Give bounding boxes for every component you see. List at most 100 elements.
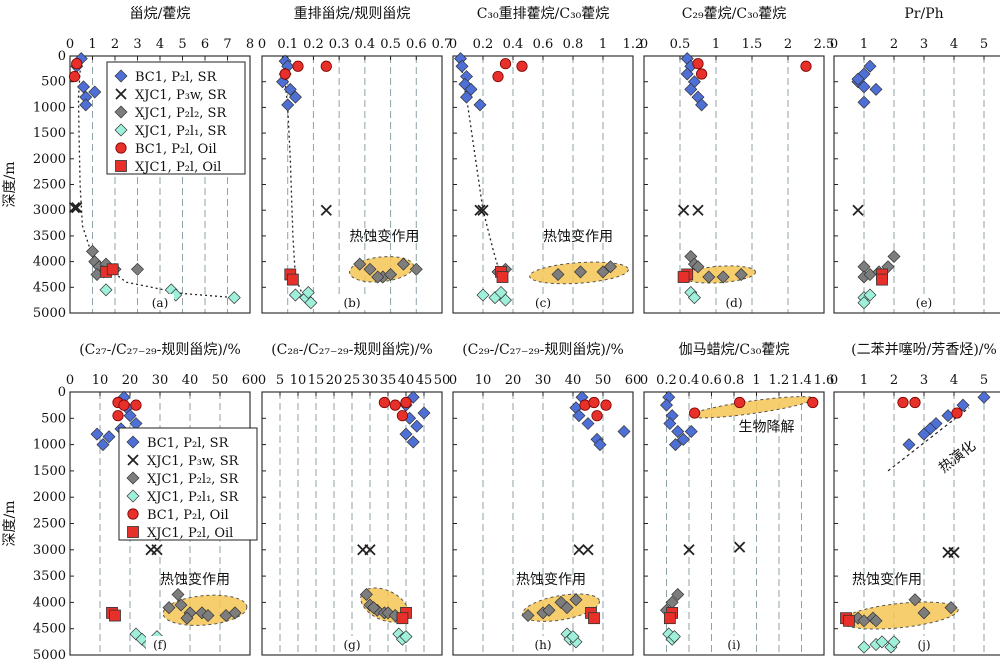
x-tick-label: 5 [178, 37, 186, 52]
point-bc1_sr [455, 59, 469, 73]
cross-stroke [692, 204, 704, 216]
panel-label: (a) [152, 296, 169, 310]
point-xjc1_oil [106, 263, 119, 276]
x-tick-label: 50 [595, 373, 612, 388]
panel-label-bg [910, 294, 938, 310]
point-xjc1_p2l2 [869, 614, 883, 628]
point-xjc1_p2l2 [396, 257, 410, 271]
panel-label-bg [338, 294, 366, 310]
legend-item: XJC1, P₂l₁, SR [126, 489, 239, 505]
point-xjc1_p2l1 [887, 635, 901, 649]
point-xjc1_p2l2 [353, 257, 367, 271]
panel-i: 伽马蜡烷/C₃₀藿烷 0 0.2 0.4 0.6 0.8 1 1.2 1.4 1.6 生物降解 (i) [640, 342, 834, 656]
legend-marker [126, 471, 140, 485]
x-tick-label: 0.8 [563, 37, 584, 52]
point-xjc1_p2l1 [399, 630, 413, 644]
plot-frame [833, 55, 1000, 314]
point-xjc1_oil [876, 273, 888, 286]
panel-title: 伽马蜡烷/C₃₀藿烷 [679, 342, 790, 358]
point-bc1_sr [288, 90, 302, 104]
point-xjc1_p2l1 [857, 640, 871, 654]
point-bc1_sr [96, 438, 110, 452]
point-bc1_oil [951, 407, 963, 419]
point-bc1_sr [90, 427, 104, 441]
legend-label: BC1, P₂l, SR [135, 70, 218, 85]
cross-stroke [677, 204, 690, 216]
x-tick-label: 40 [182, 373, 199, 388]
panel-h: (C₂₉-/C₂₇₋₂₉-规则甾烷)/% 0 10 20 30 40 50 60 热蚀变作用 (h… [449, 342, 641, 656]
x-tick-label: 30 [535, 373, 552, 388]
point-xjc1_p3w [477, 204, 489, 216]
point-xjc1_p2l2 [171, 588, 185, 602]
point-xjc1_p3w [692, 204, 704, 216]
legend: BC1, P₂l, SR XJC1, P₃w, SR XJC1, P₂l₂, SR X… [106, 61, 246, 175]
x-tick-label: 0.6 [406, 37, 427, 52]
x-tick-label: 35 [380, 373, 397, 388]
point-xjc1_p3w [474, 204, 486, 216]
cross-stroke [852, 204, 864, 216]
x-tick-label: 1 [712, 37, 720, 52]
legend-marker [127, 508, 139, 520]
panel-label-bg [146, 636, 174, 652]
x-tick-label: 1.5 [742, 37, 763, 52]
panel-label: (i) [727, 638, 740, 652]
x-tick-label: 0 [830, 373, 838, 388]
x-tick-label: 2 [111, 37, 119, 52]
x-tick-label: 10 [290, 373, 307, 388]
panel-label: (g) [343, 638, 360, 652]
zone-annotation: 生物降解 [739, 419, 795, 435]
cross-stroke [477, 204, 489, 216]
point-xjc1_p2l2 [359, 588, 373, 602]
legend-marker [127, 526, 139, 538]
x-tick-label: 5 [980, 37, 988, 52]
point-xjc1_p2l1 [857, 296, 871, 310]
x-tick-label: 0.2 [473, 37, 494, 52]
panel-label: (d) [725, 296, 742, 310]
panel-j: (二苯并噻吩/芳香烃)/%0123456热蚀变作用热演化(j) [830, 341, 1000, 656]
legend-marker [115, 142, 127, 154]
legend-label: XJC1, P₂l, Oil [147, 526, 233, 541]
panel-title: Pr/Ph [904, 6, 943, 22]
point-bc1_sr [102, 430, 116, 444]
x-tick-label: 40 [565, 373, 582, 388]
point-bc1_sr [857, 80, 871, 94]
point-bc1_sr [857, 95, 871, 109]
x-tick-label: 0.4 [503, 37, 524, 52]
y-tick-label: 0 [58, 385, 66, 400]
point-xjc1_p3w [683, 544, 695, 556]
x-tick-label: 1 [860, 37, 868, 52]
point-xjc1_p2l2 [162, 601, 176, 615]
legend-item: BC1, P₂l, Oil [127, 508, 229, 523]
point-bc1_sr [676, 432, 690, 446]
legend-item: XJC1, P₂l, Oil [127, 526, 233, 541]
x-tick-label: 30 [362, 373, 379, 388]
x-tick-label: 1.2 [623, 37, 644, 52]
point-xjc1_p2l1 [304, 296, 318, 310]
panel-label-bg [720, 294, 748, 310]
point-xjc1_p2l2 [908, 593, 922, 607]
y-tick-label: 3500 [33, 229, 66, 244]
point-xjc1_p2l1 [667, 630, 681, 644]
point-xjc1_p2l1 [863, 288, 877, 302]
x-tick-label: 1 [88, 37, 96, 52]
evolution-annotation: 热演化 [936, 438, 979, 476]
cross-stroke [115, 88, 127, 100]
x-tick-label: 0 [258, 373, 266, 388]
x-tick-label: 4 [950, 37, 958, 52]
y-tick-label: 500 [41, 75, 66, 90]
point-bc1_sr [660, 398, 673, 412]
point-xjc1_p2l2 [371, 270, 385, 284]
point-xjc1_p2l2 [542, 603, 556, 617]
x-tick-label: 4 [950, 373, 958, 388]
panel-b: 重排甾烷/规则甾烷 0 0.1 0.2 0.3 0.4 0.5 0.6 0.7 热蚀变作用 (b) [258, 6, 452, 314]
alteration-zone [690, 396, 814, 419]
point-xjc1_p3w [677, 204, 690, 216]
point-bc1_oil [71, 58, 83, 70]
x-tick-label: 0 [66, 373, 74, 388]
point-xjc1_p3w [68, 201, 81, 214]
cross-stroke [151, 544, 163, 556]
legend-item: XJC1, P₃w, SR [127, 454, 240, 469]
x-tick-label: 0 [258, 37, 266, 52]
point-xjc1_oil [663, 612, 676, 625]
x-tick-label: 20 [326, 373, 343, 388]
